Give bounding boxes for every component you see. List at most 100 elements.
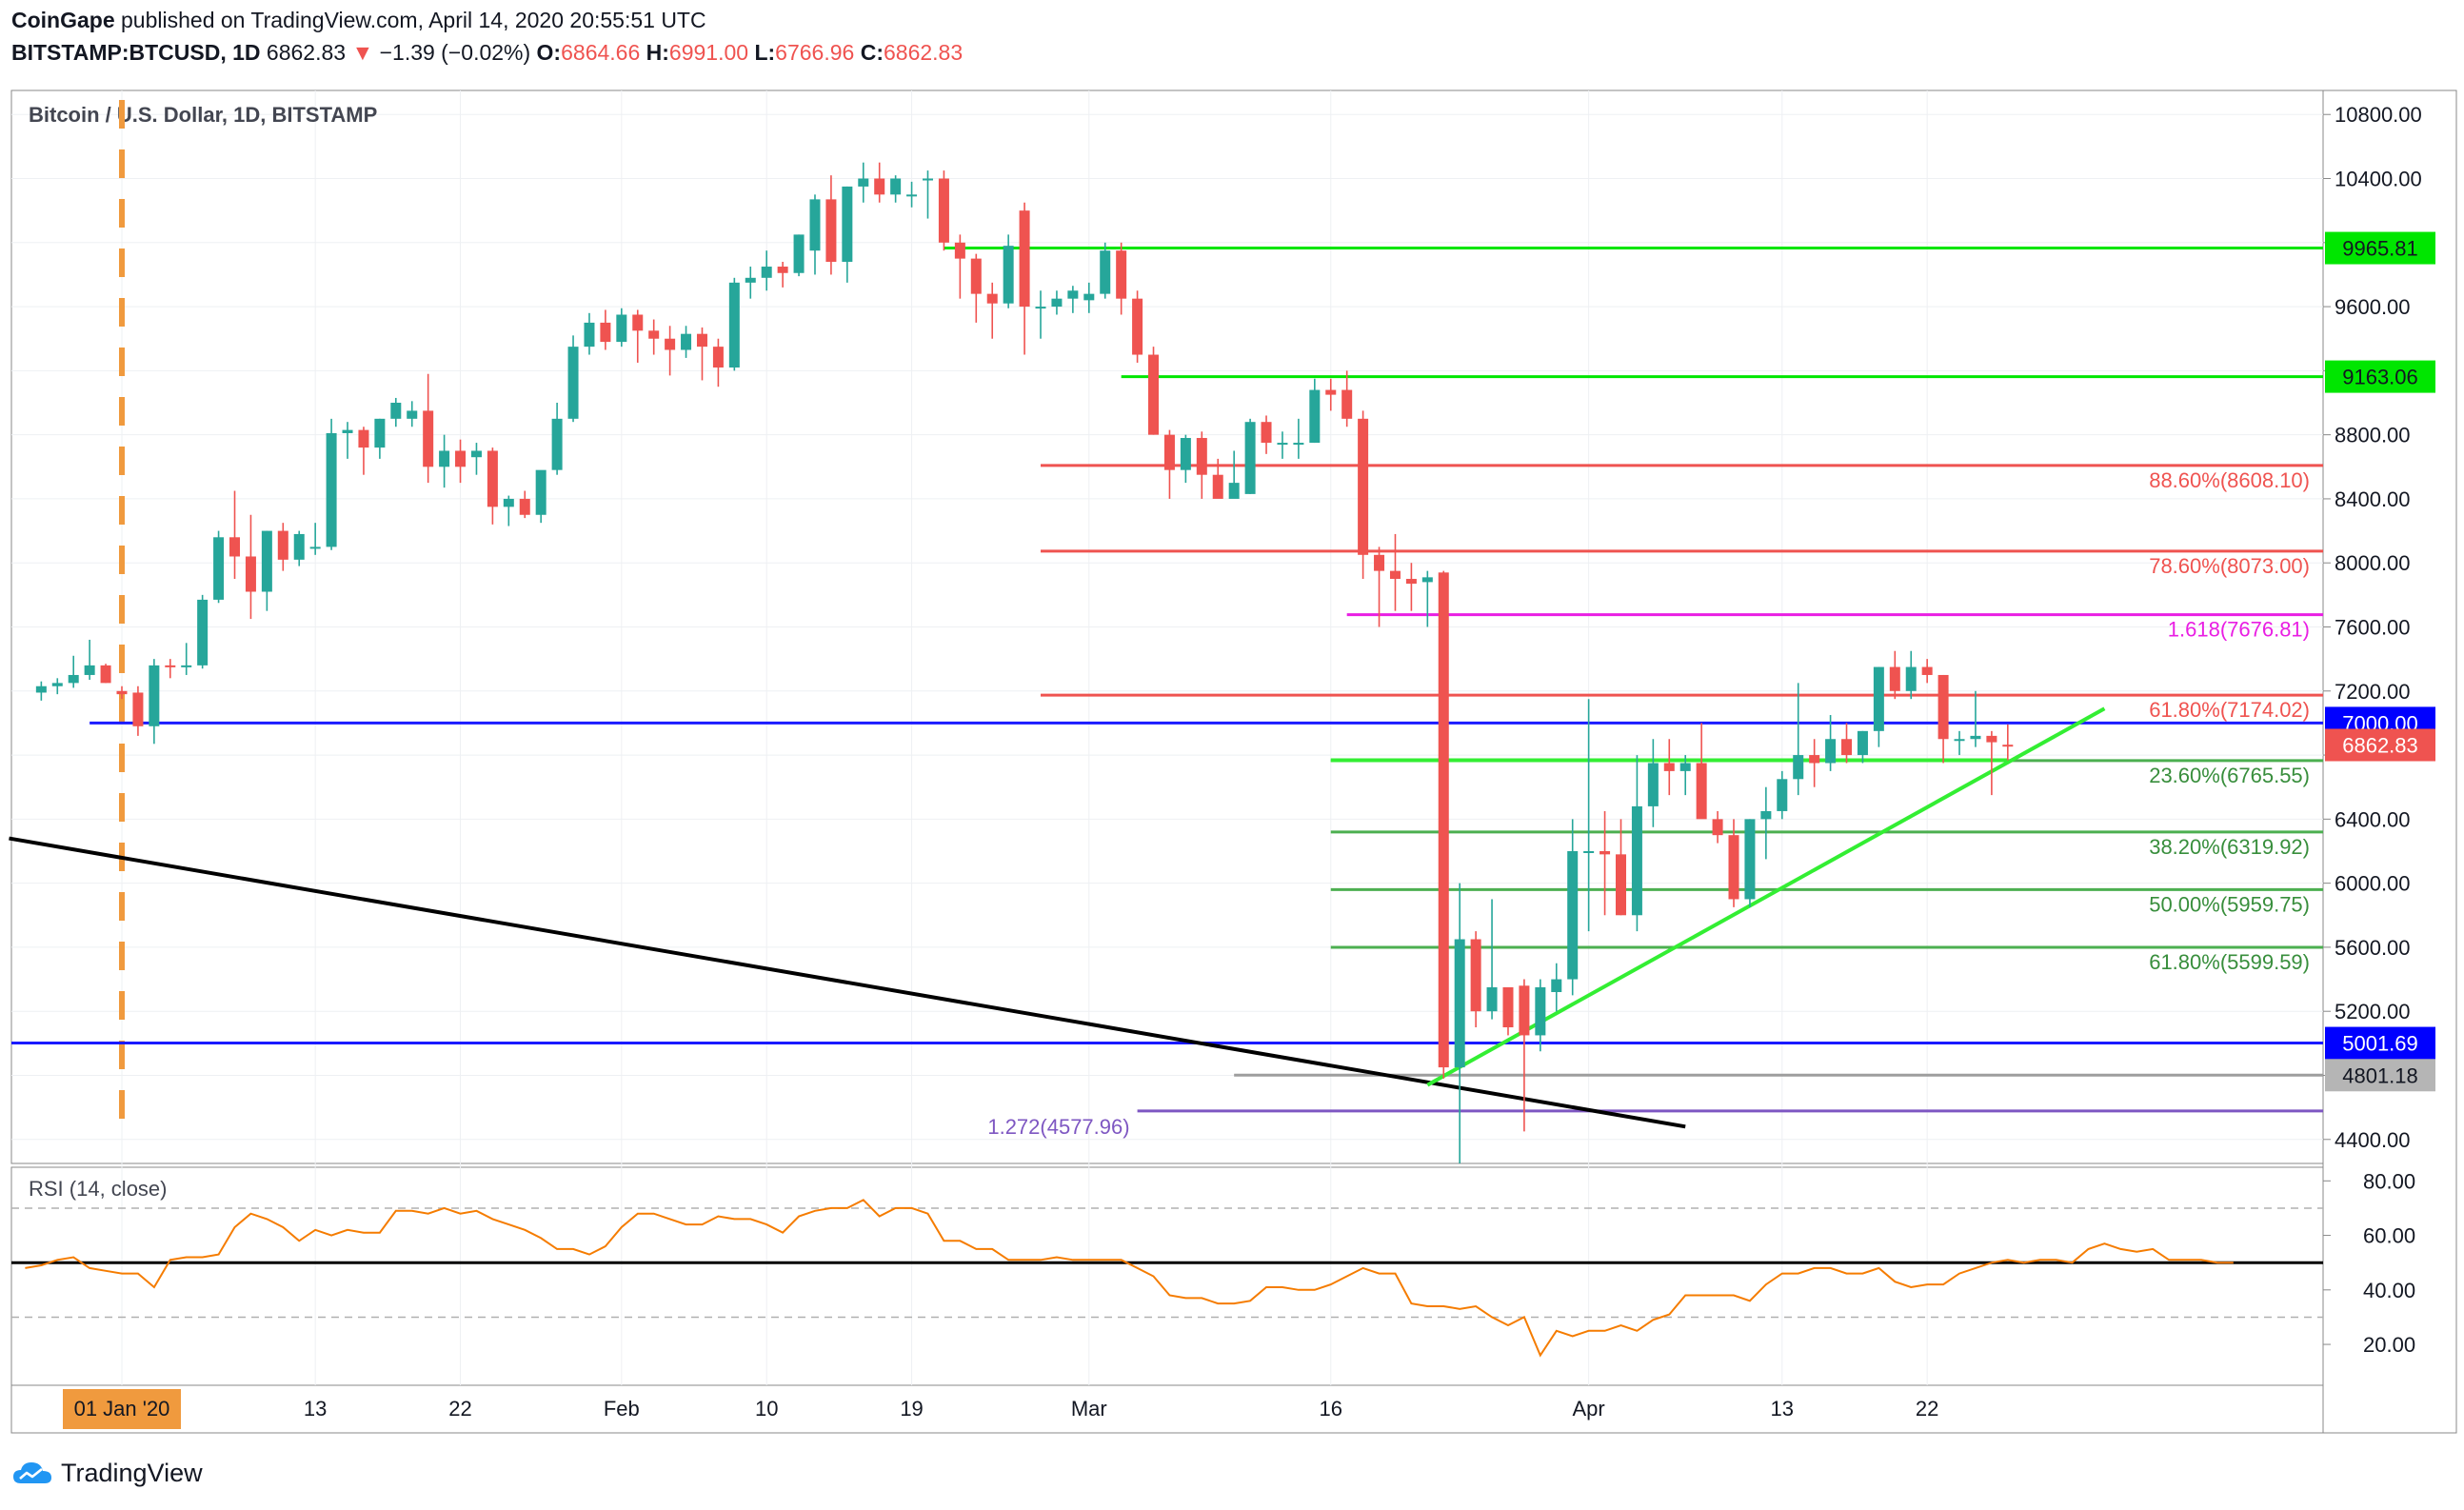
- candle-body: [1873, 666, 1884, 731]
- candle-body: [1600, 850, 1611, 855]
- open-value: 6864.66: [561, 40, 641, 65]
- candle-body: [1374, 554, 1385, 571]
- x-tick-label: 13: [304, 1397, 327, 1421]
- published-text: published on TradingView.com, April 14, …: [121, 8, 706, 32]
- x-tick-label: Mar: [1071, 1397, 1107, 1421]
- candle-body: [1196, 438, 1207, 475]
- candle-body: [648, 330, 660, 339]
- candle-body: [149, 665, 160, 726]
- candle-body: [1921, 666, 1933, 675]
- tradingview-cloud-icon: [13, 1461, 51, 1483]
- candle-body: [1954, 739, 1965, 742]
- candle-body: [1551, 979, 1562, 993]
- x-tick-highlight: [63, 1389, 181, 1429]
- candle-body: [1825, 739, 1837, 764]
- candle-body: [100, 665, 111, 684]
- candle-body: [245, 556, 256, 592]
- candle-body: [1067, 290, 1079, 299]
- last-price: 6862.83: [266, 40, 347, 65]
- candle-body: [1309, 389, 1321, 444]
- level-label: 78.60%(8073.00): [2149, 554, 2310, 578]
- candle-body: [1647, 763, 1659, 806]
- candle-body: [1535, 986, 1546, 1036]
- candle-body: [1631, 805, 1642, 916]
- candle-body: [1744, 819, 1756, 900]
- y-tick-label: 6000.00: [2335, 872, 2411, 896]
- level-badge: [2325, 1026, 2435, 1060]
- candle-body: [728, 282, 740, 368]
- candle-body: [1389, 570, 1401, 580]
- candle-body: [551, 418, 563, 470]
- candle-body: [1454, 939, 1465, 1068]
- candle-body: [616, 314, 627, 343]
- candle-body: [1180, 438, 1191, 470]
- x-tick-label: 22: [448, 1397, 471, 1421]
- candle-body: [923, 178, 933, 181]
- candle-body: [1937, 674, 1949, 740]
- candle-body: [842, 186, 853, 262]
- candle-body: [1244, 422, 1256, 494]
- candle-body: [519, 498, 530, 515]
- candle-body: [1583, 850, 1595, 853]
- candle-body: [309, 546, 321, 549]
- level-badge-label: 9965.81: [2342, 237, 2418, 261]
- candle-body: [825, 199, 837, 262]
- candle-body: [165, 665, 176, 667]
- candle-body: [1696, 763, 1707, 820]
- candle-body: [503, 498, 514, 507]
- rsi-y-tick-label: 20.00: [2363, 1333, 2415, 1357]
- symbol-label: BITSTAMP:BTCUSD, 1D: [11, 40, 261, 65]
- candle-body: [455, 450, 467, 467]
- candle-body: [1841, 739, 1853, 756]
- candle-body: [954, 242, 965, 259]
- close-key: C:: [860, 40, 884, 65]
- candle-body: [1261, 422, 1272, 444]
- candle-body: [2002, 745, 2014, 747]
- y-tick-label: 5600.00: [2335, 936, 2411, 960]
- candle-body: [1003, 246, 1014, 304]
- candle-body: [1421, 577, 1433, 583]
- y-tick-label: 6400.00: [2335, 807, 2411, 831]
- candle-body: [970, 258, 982, 294]
- x-tick-label: 10: [755, 1397, 778, 1421]
- candle-body: [1486, 986, 1498, 1012]
- x-tick-label: 13: [1771, 1397, 1794, 1421]
- publication-line: CoinGape published on TradingView.com, A…: [11, 8, 706, 33]
- y-tick-label: 9600.00: [2335, 295, 2411, 319]
- down-arrow-icon: ▼: [351, 40, 374, 65]
- candle-body: [293, 533, 305, 560]
- candle-body: [1567, 850, 1579, 980]
- x-tick-label: 16: [1320, 1397, 1342, 1421]
- rsi-title: RSI (14, close): [29, 1177, 168, 1201]
- candle-body: [696, 333, 707, 348]
- candle-body: [51, 683, 63, 686]
- candle-body: [407, 410, 418, 419]
- candle-body: [132, 692, 144, 726]
- candle-body: [1051, 298, 1063, 308]
- brand-name: TradingView: [61, 1459, 203, 1487]
- level-label: 1.618(7676.81): [2168, 618, 2310, 642]
- candle-body: [1728, 835, 1739, 900]
- rsi-y-tick-label: 60.00: [2363, 1224, 2415, 1248]
- candle-body: [358, 429, 369, 448]
- candle-body: [938, 178, 949, 243]
- y-tick-label: 8400.00: [2335, 487, 2411, 511]
- level-label: 50.00%(5959.75): [2149, 892, 2310, 916]
- candle-body: [584, 322, 595, 348]
- low-key: L:: [754, 40, 776, 65]
- high-key: H:: [646, 40, 669, 65]
- candle-body: [277, 530, 288, 560]
- rsi-y-tick-label: 80.00: [2363, 1169, 2415, 1193]
- level-badge-label: 4801.18: [2342, 1063, 2418, 1087]
- x-tick-label: 19: [900, 1397, 923, 1421]
- rsi-pane: [10, 1166, 2324, 1386]
- candle-body: [874, 178, 885, 195]
- candle-body: [1986, 735, 1997, 743]
- candle-body: [745, 277, 756, 283]
- candle-body: [1325, 389, 1337, 395]
- candle-body: [1777, 779, 1788, 811]
- candle-body: [858, 178, 869, 187]
- low-value: 6766.96: [775, 40, 855, 65]
- candle-body: [1857, 730, 1868, 756]
